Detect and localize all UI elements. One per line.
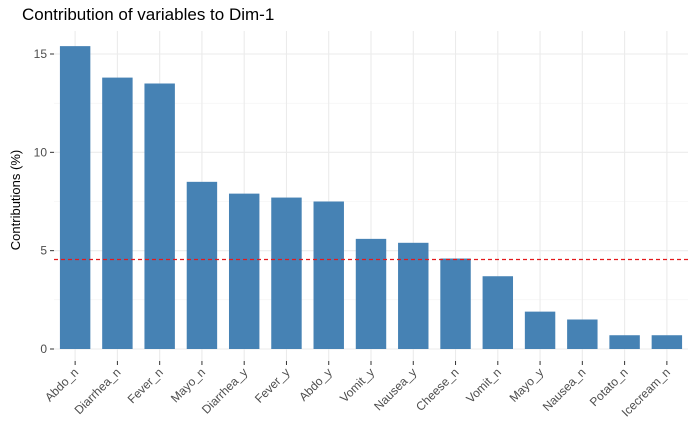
x-tick-label: Nausea_n (540, 365, 589, 414)
bar-mayo-n (186, 181, 218, 349)
bar-abdo-n (59, 46, 91, 350)
bar-mayo-y (524, 311, 556, 349)
x-tick-label: Potato_n (587, 365, 631, 409)
x-tick-label: Abdo_y (296, 365, 335, 404)
chart-title: Contribution of variables to Dim-1 (22, 5, 275, 24)
x-tick-label: Fever_y (252, 365, 293, 406)
bar-diarrhea-n (102, 77, 133, 349)
x-tick-label: Abdo_n (42, 365, 81, 404)
bar-nausea-n (567, 319, 598, 349)
x-tick-label: Vomit_y (337, 365, 377, 405)
y-tick-label: 10 (34, 145, 48, 159)
x-tick-label: Diarrhea_n (72, 365, 124, 417)
x-tick-label: Fever_n (125, 365, 166, 406)
bar-vomit-n (482, 276, 514, 349)
x-tick-label: Diarrhea_y (199, 365, 250, 416)
bar-nausea-y (398, 242, 429, 349)
y-axis-ticks: 0 5 10 15 (34, 47, 54, 356)
bar-abdo-y (313, 201, 344, 349)
bar-potato-n (609, 335, 640, 349)
x-tick-label: Nausea_y (371, 365, 419, 413)
bar-cheese-n (440, 258, 471, 349)
bars (59, 46, 683, 350)
x-tick-label: Mayo_n (168, 365, 208, 405)
y-tick-label: 5 (40, 244, 47, 258)
y-tick-label: 15 (34, 47, 48, 61)
x-tick-label: Vomit_n (463, 365, 504, 406)
x-tick-label: Cheese_n (413, 365, 462, 414)
bar-icecream-n (651, 335, 683, 349)
y-tick-label: 0 (40, 342, 47, 356)
bar-fever-n (144, 83, 175, 349)
bar-vomit-y (355, 238, 387, 349)
bar-diarrhea-y (228, 193, 260, 349)
y-axis-title: Contributions (%) (8, 150, 23, 250)
x-tick-label: Mayo_y (507, 365, 547, 405)
bar-fever-y (271, 197, 302, 349)
